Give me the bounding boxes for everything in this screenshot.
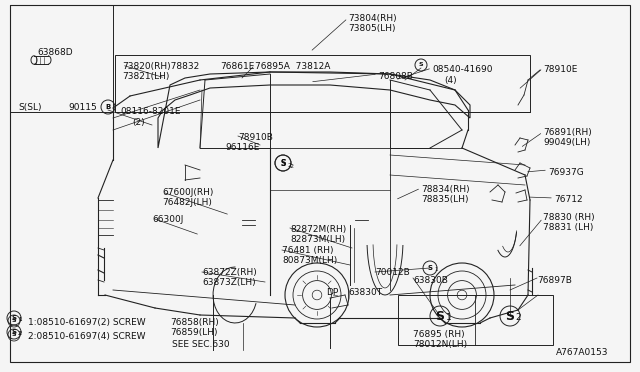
Text: 82872M(RH): 82872M(RH) — [290, 225, 346, 234]
Text: 2:08510-61697(4) SCREW: 2:08510-61697(4) SCREW — [28, 332, 145, 341]
Text: 99049(LH): 99049(LH) — [543, 138, 590, 147]
Text: 76891(RH): 76891(RH) — [543, 128, 592, 137]
Text: 1: 1 — [434, 267, 438, 272]
Text: 63872Z(RH): 63872Z(RH) — [202, 268, 257, 277]
Text: 78830 (RH): 78830 (RH) — [543, 213, 595, 222]
Text: S: S — [12, 333, 16, 337]
Text: 2: 2 — [18, 331, 22, 336]
Text: S: S — [506, 310, 515, 323]
Text: 78910E: 78910E — [543, 65, 577, 74]
Text: 1:08510-61697(2) SCREW: 1:08510-61697(2) SCREW — [28, 318, 146, 327]
Text: 76895 (RH): 76895 (RH) — [413, 330, 465, 339]
Text: 73820(RH)78832: 73820(RH)78832 — [122, 62, 199, 71]
Text: (2): (2) — [132, 118, 145, 127]
Text: 63873Z(LH): 63873Z(LH) — [202, 278, 255, 287]
Text: 76858(RH): 76858(RH) — [170, 318, 219, 327]
Text: 2: 2 — [290, 164, 294, 169]
Text: 66300J: 66300J — [152, 215, 184, 224]
Text: DP: DP — [326, 288, 339, 297]
Text: 73805(LH): 73805(LH) — [348, 24, 396, 33]
Text: S(SL): S(SL) — [18, 103, 42, 112]
Text: 2: 2 — [515, 312, 521, 321]
Text: 08540-41690: 08540-41690 — [432, 65, 493, 74]
Text: 78834(RH): 78834(RH) — [421, 185, 470, 194]
Text: 76897B: 76897B — [537, 276, 572, 285]
Text: S: S — [280, 158, 285, 167]
Text: 63830T: 63830T — [348, 288, 382, 297]
Text: 70012B: 70012B — [375, 268, 410, 277]
Text: S: S — [12, 329, 17, 335]
Text: 76895A  73812A: 76895A 73812A — [255, 62, 330, 71]
Bar — [398, 295, 553, 345]
Text: 78012N(LH): 78012N(LH) — [413, 340, 467, 349]
Text: 78835(LH): 78835(LH) — [421, 195, 468, 204]
Text: 63868D: 63868D — [37, 48, 72, 57]
Text: 76937G: 76937G — [548, 168, 584, 177]
Text: 96116E: 96116E — [225, 143, 259, 152]
Text: 76481 (RH): 76481 (RH) — [282, 246, 333, 255]
Text: B: B — [106, 104, 111, 110]
Text: S: S — [12, 315, 17, 321]
Text: 82873M(LH): 82873M(LH) — [290, 235, 345, 244]
Text: S: S — [280, 158, 285, 167]
Text: 78910B: 78910B — [238, 133, 273, 142]
Text: 90115: 90115 — [68, 103, 97, 112]
Text: 1: 1 — [445, 312, 451, 321]
Text: S: S — [428, 265, 433, 271]
Text: 73804(RH): 73804(RH) — [348, 14, 397, 23]
Text: A767A0153: A767A0153 — [556, 348, 609, 357]
Text: S: S — [419, 62, 423, 67]
Text: 76712: 76712 — [554, 195, 582, 204]
Text: 1: 1 — [18, 317, 22, 322]
Text: 76861E: 76861E — [220, 62, 254, 71]
Text: 63830B: 63830B — [413, 276, 448, 285]
Text: S: S — [12, 318, 16, 324]
Text: 73821(LH): 73821(LH) — [122, 72, 170, 81]
Text: 76859(LH): 76859(LH) — [170, 328, 218, 337]
Text: S: S — [435, 310, 445, 323]
Text: 2: 2 — [18, 331, 22, 336]
Text: 76808B: 76808B — [378, 72, 413, 81]
Text: 80873M(LH): 80873M(LH) — [282, 256, 337, 265]
Text: 1: 1 — [18, 317, 22, 322]
Text: 08116-8201E: 08116-8201E — [120, 107, 180, 116]
Text: 78831 (LH): 78831 (LH) — [543, 223, 593, 232]
Text: 76482J(LH): 76482J(LH) — [162, 198, 212, 207]
Text: (4): (4) — [444, 76, 456, 85]
Text: 67600J(RH): 67600J(RH) — [162, 188, 213, 197]
Text: 2: 2 — [288, 163, 292, 168]
Text: SEE SEC.630: SEE SEC.630 — [172, 340, 230, 349]
